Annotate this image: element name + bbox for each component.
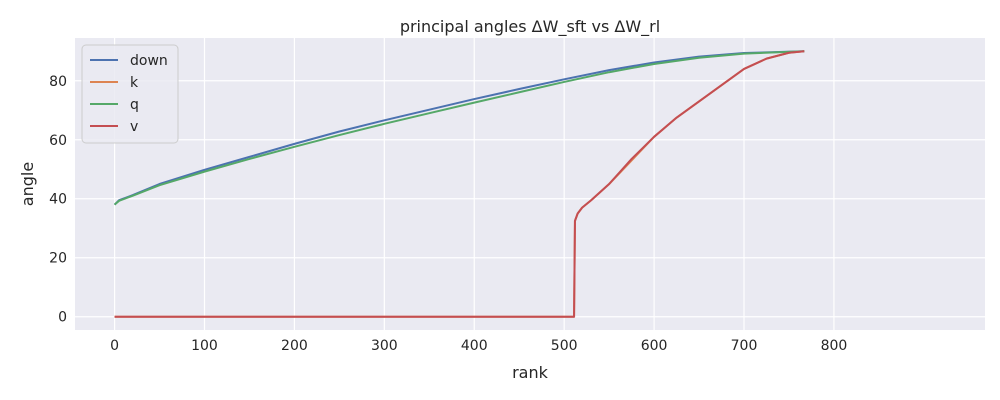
x-tick-label: 100 xyxy=(191,338,218,354)
plot-background xyxy=(75,38,985,330)
x-tick-label: 700 xyxy=(731,338,758,354)
x-tick-label: 0 xyxy=(110,338,119,354)
series-line-q xyxy=(113,50,805,206)
x-tick-label: 500 xyxy=(551,338,578,354)
x-tick-label: 600 xyxy=(641,338,668,354)
x-axis-label: rank xyxy=(512,363,549,382)
y-tick-label: 20 xyxy=(49,251,67,267)
x-tick-label: 400 xyxy=(461,338,488,354)
legend-label-down: down xyxy=(130,53,168,69)
x-tick-label: 300 xyxy=(371,338,398,354)
y-tick-label: 60 xyxy=(49,133,67,149)
legend-label-v: v xyxy=(130,119,138,135)
legend-box xyxy=(81,44,179,144)
chart-title: principal angles ΔW_sft vs ΔW_rl xyxy=(400,17,660,37)
legend-label-q: q xyxy=(130,97,139,113)
legend-label-k: k xyxy=(130,75,139,91)
series-lines xyxy=(113,50,805,318)
series-line-v xyxy=(114,50,805,318)
grid-lines xyxy=(75,38,985,330)
y-tick-label: 0 xyxy=(58,310,67,326)
x-tick-label: 800 xyxy=(821,338,848,354)
x-tick-label: 200 xyxy=(281,338,308,354)
legend: down kqv xyxy=(81,44,179,144)
series-line-down xyxy=(113,50,805,206)
y-tick-label: 40 xyxy=(49,192,67,208)
y-axis-label: angle xyxy=(18,162,37,206)
y-tick-label: 80 xyxy=(49,74,67,90)
y-tick-labels: 0 20 40 60 80 xyxy=(49,74,67,326)
x-tick-labels: 0 100 200 300 400 500 600 700 800 xyxy=(110,338,847,354)
